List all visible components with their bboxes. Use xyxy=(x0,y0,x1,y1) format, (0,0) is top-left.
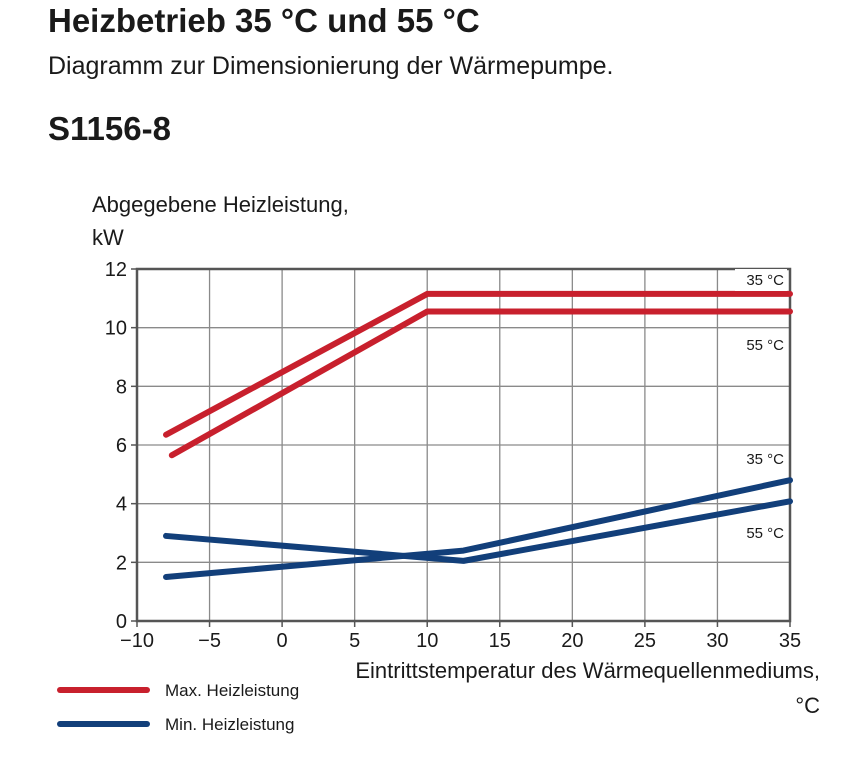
y-tick-label: 10 xyxy=(105,318,127,340)
x-tick-label: 5 xyxy=(349,630,360,652)
series-line-3 xyxy=(163,477,793,580)
x-tick-label: 10 xyxy=(416,630,438,652)
x-axis-label-line2: °C xyxy=(795,693,820,718)
x-tick-label: 15 xyxy=(489,630,511,652)
legend-label: Max. Heizleistung xyxy=(165,681,299,700)
y-axis-label-line1: Abgegebene Heizleistung, xyxy=(92,192,349,217)
y-tick-label: 2 xyxy=(116,552,127,574)
y-tick-label: 0 xyxy=(116,611,127,633)
x-tick-label: 0 xyxy=(277,630,288,652)
series-line-1 xyxy=(163,290,793,438)
page-subtitle: Diagramm zur Dimensionierung der Wärmepu… xyxy=(48,52,614,80)
x-tick-label: 20 xyxy=(561,630,583,652)
y-tick-label: 4 xyxy=(116,494,127,516)
series-line-4 xyxy=(163,498,793,564)
x-tick-label: 25 xyxy=(634,630,656,652)
legend-label: Min. Heizleistung xyxy=(165,715,294,734)
y-axis-label-line2: kW xyxy=(92,225,124,250)
series-label-bg xyxy=(735,448,787,470)
series-label: 35 °C xyxy=(746,451,784,468)
x-tick-label: −10 xyxy=(120,630,154,652)
y-tick-label: 12 xyxy=(105,259,127,281)
series-label: 55 °C xyxy=(746,525,784,542)
series-label: 35 °C xyxy=(746,272,784,289)
model-name: S1156-8 xyxy=(48,110,171,147)
x-tick-label: −5 xyxy=(198,630,221,652)
x-tick-label: 30 xyxy=(706,630,728,652)
x-tick-label: 35 xyxy=(779,630,801,652)
series-label-bg xyxy=(735,522,787,544)
series-label-bg xyxy=(735,334,787,356)
plot-frame xyxy=(135,267,792,623)
y-tick-label: 8 xyxy=(116,376,127,398)
series-label: 55 °C xyxy=(746,337,784,354)
x-axis-label-line1: Eintrittstemperatur des Wärmequellenmedi… xyxy=(355,658,820,683)
series-line-2 xyxy=(168,308,793,459)
y-tick-label: 6 xyxy=(116,435,127,457)
series-label-bg xyxy=(735,269,787,291)
page-title: Heizbetrieb 35 °C und 55 °C xyxy=(48,2,480,39)
